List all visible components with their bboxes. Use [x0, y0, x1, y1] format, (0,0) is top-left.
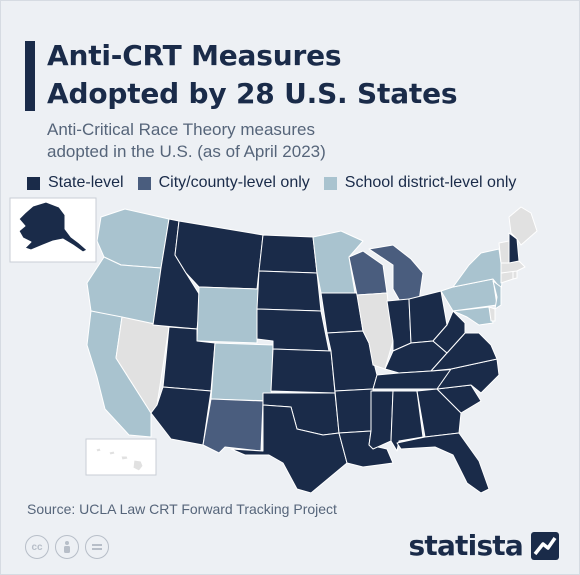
creative-commons-icon[interactable]: cc [25, 535, 49, 559]
state-FL [396, 432, 490, 493]
us-map-svg [9, 197, 538, 493]
legend-item-state-level: State-level [27, 174, 124, 192]
state-MN [312, 230, 364, 294]
legend-swatch [137, 176, 151, 190]
state-HI [95, 447, 144, 472]
state-RI [512, 270, 518, 280]
legend-label: School district-level only [344, 174, 517, 191]
license-icons: cc [25, 535, 109, 559]
state-WY [196, 286, 260, 344]
subtitle: Anti-Critical Race Theory measures adopt… [47, 119, 567, 163]
subtitle-line-2: adopted in the U.S. (as of April 2023) [47, 142, 326, 161]
state-WV [432, 310, 466, 354]
state-VT [498, 240, 510, 264]
source-note: Source: UCLA Law CRT Forward Tracking Pr… [27, 501, 337, 517]
attribution-icon[interactable] [55, 535, 79, 559]
legend-item-city-county: City/county-level only [137, 174, 310, 192]
brand-name: statista [408, 529, 524, 562]
title-accent-bar [25, 41, 35, 111]
state-AR [334, 388, 374, 434]
state-GA [416, 388, 462, 438]
state-KS [270, 348, 336, 394]
statista-mark-icon [531, 531, 559, 560]
state-CO [210, 342, 274, 402]
us-map [1, 193, 580, 493]
state-AK [18, 201, 88, 253]
state-ME [508, 206, 538, 246]
legend-swatch [323, 176, 337, 190]
state-TX [230, 404, 348, 493]
legend-item-school-district: School district-level only [323, 174, 517, 192]
state-NJ [492, 280, 502, 310]
statista-logo[interactable]: statista [409, 529, 559, 562]
legend-swatch [27, 176, 40, 190]
subtitle-line-1: Anti-Critical Race Theory measures [47, 120, 315, 139]
state-AZ [150, 386, 212, 446]
page-title: Anti-CRT Measures Adopted by 28 U.S. Sta… [47, 37, 567, 113]
state-IA [320, 292, 364, 334]
legend-label: City/county-level only [158, 174, 310, 191]
state-MS [368, 390, 394, 450]
map-legend: State-level City/county-level only Schoo… [27, 173, 516, 193]
state-MD [452, 306, 494, 326]
state-NM [202, 398, 264, 454]
title-line-1: Anti-CRT Measures [47, 39, 342, 72]
state-WI [348, 250, 388, 296]
no-derivatives-icon[interactable] [85, 535, 109, 559]
state-ND [258, 234, 318, 274]
title-line-2: Adopted by 28 U.S. States [47, 77, 458, 110]
state-SD [256, 270, 322, 312]
legend-label: State-level [48, 174, 124, 191]
state-DE [488, 306, 496, 322]
